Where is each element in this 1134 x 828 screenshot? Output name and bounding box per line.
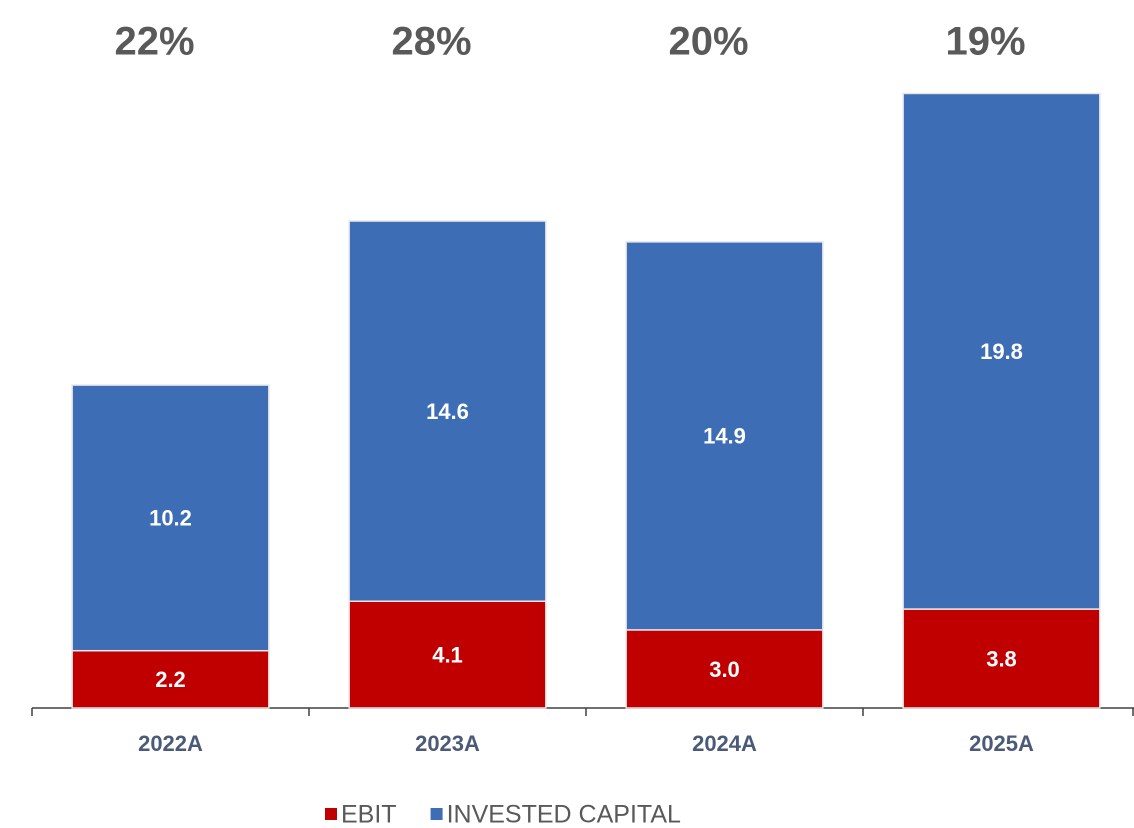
value-label: 14.9 (703, 424, 746, 449)
bar-segment (348, 600, 547, 709)
value-label: 10.2 (149, 506, 192, 531)
x-tick-label: 2023A (415, 731, 480, 756)
bar-segment (348, 220, 547, 602)
x-tick-label: 2025A (969, 731, 1034, 756)
bar-segment (902, 92, 1101, 610)
value-label: 4.1 (432, 642, 463, 667)
legend-label: INVESTED CAPITAL (447, 801, 681, 828)
bar-segment (71, 649, 270, 709)
x-tick-label: 2022A (138, 731, 203, 756)
x-tick-label: 2024A (692, 731, 757, 756)
annotation: 19% (945, 20, 1025, 64)
value-label: 14.6 (426, 399, 469, 424)
bar-segment (625, 629, 824, 709)
annotation: 20% (668, 20, 748, 64)
value-label: 19.8 (980, 339, 1023, 364)
bar-segment (625, 241, 824, 631)
value-label: 2.2 (155, 667, 186, 692)
legend-swatch (325, 808, 337, 820)
legend-label: EBIT (341, 801, 397, 828)
value-label: 3.0 (709, 657, 740, 682)
bar-segment (71, 384, 270, 652)
annotation: 22% (114, 20, 194, 64)
bar-segment (902, 608, 1101, 709)
legend-swatch (430, 808, 443, 820)
value-label: 3.8 (986, 646, 1017, 671)
annotation: 28% (391, 20, 471, 64)
